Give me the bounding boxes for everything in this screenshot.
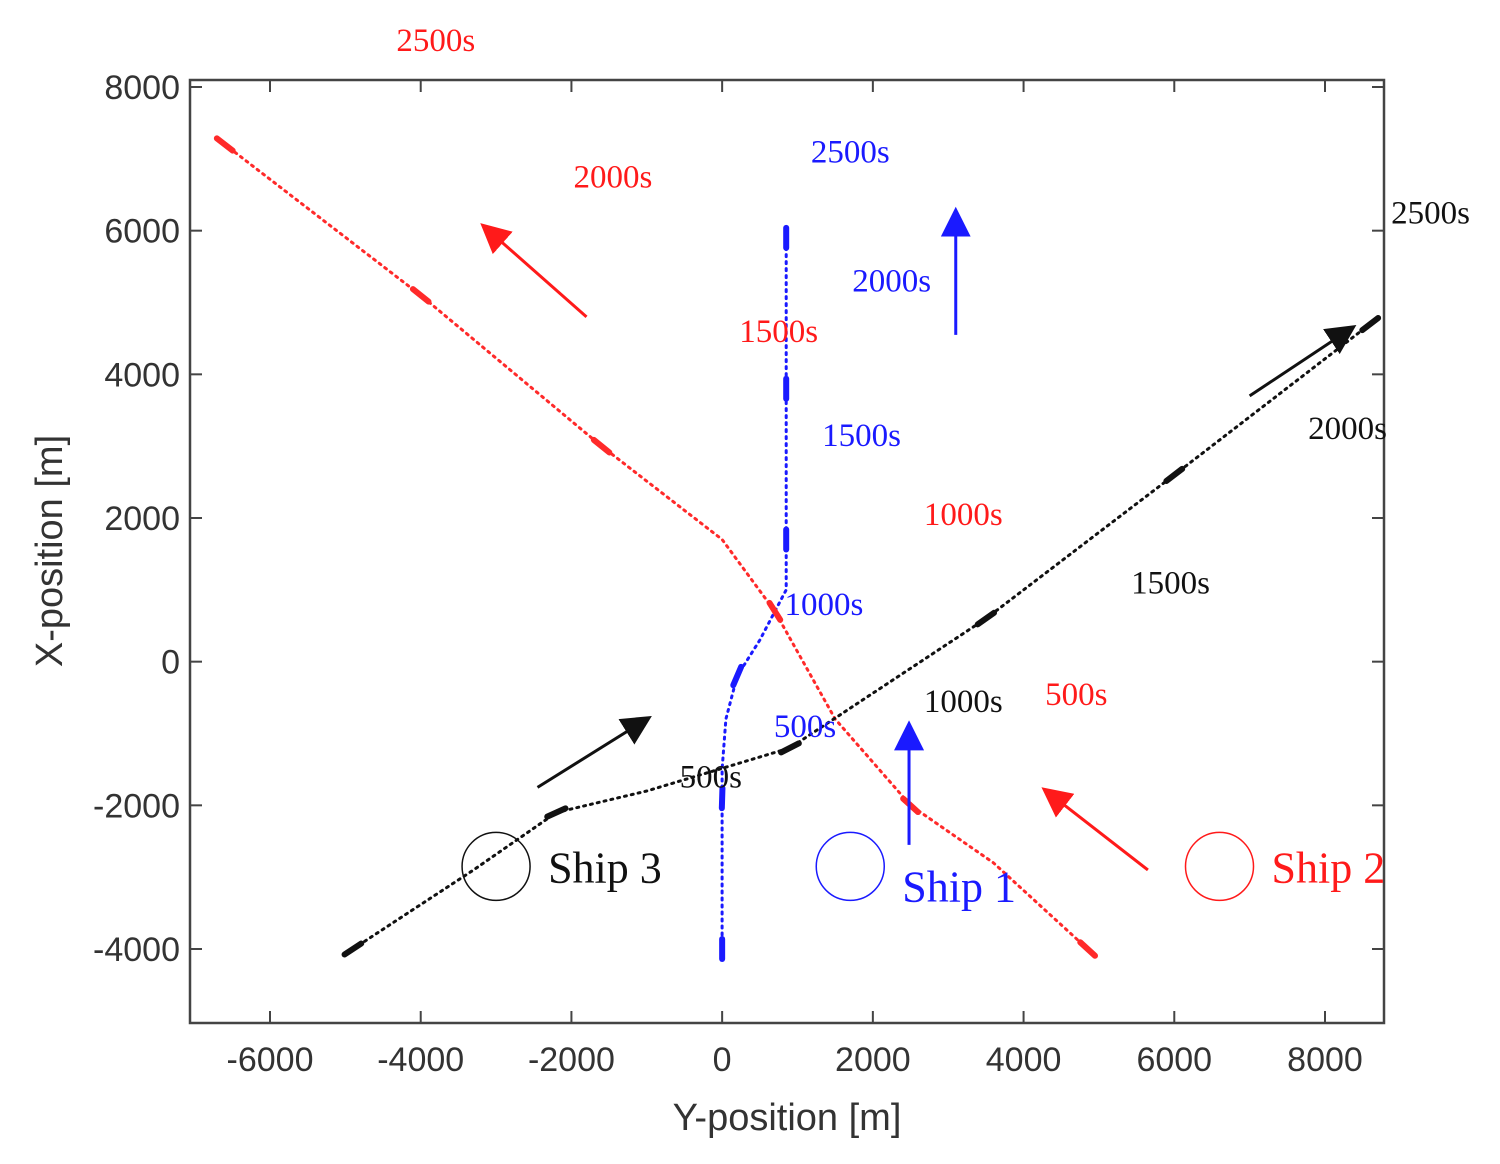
ship-marker-label: Ship 2	[1272, 843, 1386, 892]
axis-ticks: -6000 -4000 -2000 0 2000 4000 6000 8000 -4000 -20…	[93, 69, 1384, 1079]
series-line	[351, 322, 1372, 951]
time-label: 1000s	[924, 497, 1003, 533]
time-mark	[409, 286, 432, 305]
time-label: 2000s	[573, 160, 652, 196]
ship-markers: Ship 3 Ship 1 Ship 2	[461, 831, 1386, 911]
x-tick-label: -4000	[377, 1041, 464, 1079]
time-label: 500s	[680, 759, 742, 795]
time-label: 1500s	[739, 314, 818, 350]
y-tick-label: 0	[161, 644, 180, 682]
time-mark	[900, 795, 921, 816]
time-label: 1000s	[924, 684, 1003, 720]
time-label: 2000s	[1308, 411, 1387, 447]
y-tick-label: 4000	[104, 356, 180, 394]
y-tick-label: -2000	[93, 787, 180, 825]
ship-marker-label: Ship 3	[548, 843, 662, 892]
x-tick-label: 4000	[986, 1041, 1062, 1079]
x-tick-label: 0	[713, 1041, 732, 1079]
time-label: 2500s	[811, 134, 890, 170]
time-mark	[974, 609, 998, 628]
time-mark	[766, 599, 784, 623]
x-axis-label: Y-position [m]	[673, 1097, 902, 1139]
time-mark	[1077, 939, 1099, 959]
direction-arrows	[480, 206, 1357, 872]
time-label: 1500s	[1131, 565, 1210, 601]
x-tick-label: 6000	[1136, 1041, 1212, 1079]
y-tick-label: 2000	[104, 500, 180, 538]
plot-frame	[188, 78, 1386, 1025]
x-tick-label: -6000	[227, 1041, 314, 1079]
time-label: 2500s	[1391, 195, 1470, 231]
time-mark	[730, 663, 745, 689]
time-label: 1000s	[784, 587, 863, 623]
time-label: 2000s	[852, 264, 931, 300]
direction-arrow	[480, 223, 588, 318]
y-tick-label: 6000	[104, 213, 180, 251]
direction-arrow	[1248, 325, 1357, 398]
time-mark	[590, 436, 613, 456]
y-axis-label: X-position [m]	[29, 435, 71, 667]
y-tick-label: 8000	[104, 69, 180, 107]
x-tick-label: 2000	[835, 1041, 911, 1079]
ship-marker-circle	[815, 831, 885, 902]
time-mark	[1163, 465, 1186, 484]
time-label: 1500s	[822, 418, 901, 454]
direction-arrow	[536, 715, 652, 789]
time-mark	[718, 785, 726, 812]
direction-arrow	[1041, 787, 1149, 872]
time-label: 500s	[774, 709, 836, 745]
x-tick-label: -2000	[528, 1041, 615, 1079]
y-tick-label: -4000	[93, 931, 180, 969]
trajectory-series	[213, 135, 1382, 962]
ship-marker-label: Ship 1	[902, 862, 1016, 911]
ship-marker-circle	[461, 831, 531, 902]
x-tick-label: 8000	[1287, 1041, 1363, 1079]
time-label: 500s	[1045, 677, 1107, 713]
time-mark	[544, 805, 569, 820]
time-labels: 2500s 2000s 1500s 1000s 500s 2500s 2000s 1500s 1…	[396, 23, 1470, 795]
time-mark	[213, 135, 236, 154]
time-mark	[1359, 314, 1382, 334]
series-line	[720, 229, 788, 951]
series-line	[223, 143, 1090, 951]
ship-marker-circle	[1184, 831, 1255, 902]
time-mark	[778, 740, 802, 756]
time-mark	[341, 940, 365, 958]
time-label: 2500s	[396, 23, 475, 59]
